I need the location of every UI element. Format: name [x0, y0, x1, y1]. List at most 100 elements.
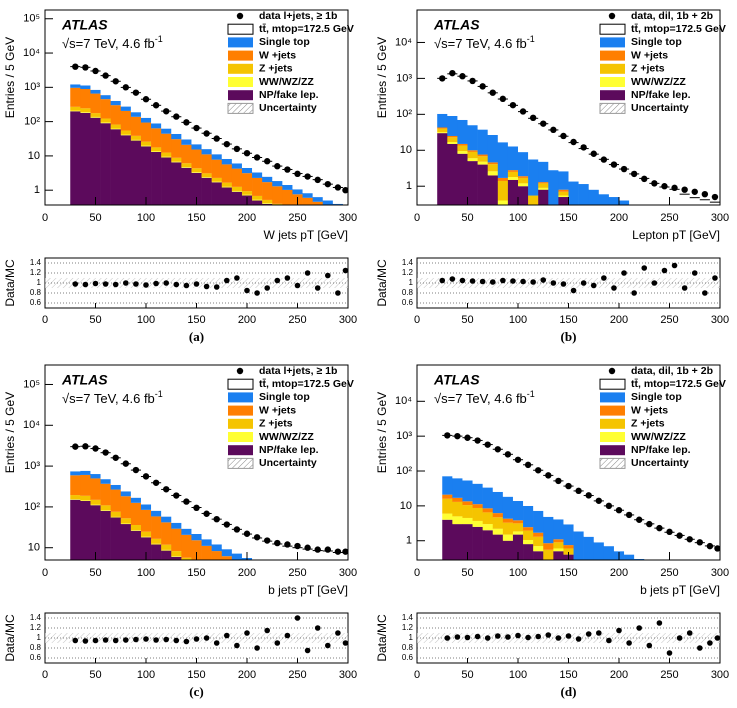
ratio-point — [651, 280, 658, 286]
data-point — [641, 175, 648, 183]
stack-segment — [161, 152, 172, 157]
ratio-point — [495, 633, 501, 639]
data-point — [439, 75, 446, 82]
stack-segment — [100, 510, 111, 511]
ratio-x-tick-label: 150 — [559, 669, 577, 681]
stack-segment — [553, 539, 564, 543]
stack-segment — [222, 561, 232, 585]
stack-segment — [548, 129, 559, 171]
data-point — [264, 158, 271, 165]
ratio-point — [474, 633, 481, 640]
data-point — [671, 184, 678, 192]
stack-segment — [262, 161, 273, 177]
x-tick-label: 250 — [660, 212, 678, 224]
stack-segment — [437, 78, 448, 114]
ratio-y-tick-label: 1 — [409, 633, 414, 642]
stack-segment — [252, 195, 263, 200]
ratio-x-tick-label: 200 — [610, 669, 628, 681]
stack-segment — [492, 449, 504, 492]
ratio-point — [274, 640, 281, 646]
x-tick-label: 50 — [461, 212, 473, 224]
legend-swatch — [228, 50, 253, 61]
data-point — [294, 170, 301, 178]
stack-segment — [442, 513, 453, 520]
stack-segment — [512, 534, 524, 560]
stack-segment — [313, 221, 323, 222]
data-point — [253, 154, 261, 161]
stack-segment — [130, 140, 142, 205]
stack-segment — [241, 534, 253, 558]
stack-segment — [644, 523, 655, 560]
ratio-point — [183, 638, 190, 645]
stack-segment — [90, 505, 101, 560]
stack-segment — [110, 517, 122, 560]
stack-segment — [543, 549, 554, 560]
stack-segment — [181, 501, 192, 529]
stack-segment — [322, 184, 334, 201]
stack-segment — [312, 201, 324, 205]
data-point — [489, 89, 496, 96]
stack-segment — [90, 499, 101, 505]
ratio-x-tick-label: 100 — [137, 314, 155, 326]
stack-segment — [201, 154, 212, 174]
stack-segment — [110, 489, 122, 512]
stack-segment — [181, 534, 192, 558]
ratio-point — [454, 634, 461, 640]
stack-segment — [80, 112, 91, 113]
data-point — [314, 546, 321, 553]
ratio-point — [520, 278, 526, 285]
stack-segment — [302, 176, 313, 194]
ratio-point — [555, 635, 562, 641]
stack-segment — [487, 175, 499, 205]
stack-segment — [462, 524, 473, 560]
stack-segment — [442, 498, 453, 514]
ratio-point — [183, 282, 190, 289]
stack-segment — [212, 574, 222, 579]
stack-segment — [563, 486, 574, 525]
stack-segment — [452, 524, 463, 560]
stack-segment — [619, 169, 630, 201]
stack-segment — [70, 495, 81, 500]
stack-segment — [282, 546, 293, 560]
ratio-x-tick-label: 300 — [711, 314, 729, 326]
stack-segment — [477, 156, 488, 162]
y-tick-label: 10² — [396, 108, 412, 120]
data-point — [264, 537, 271, 544]
stack-segment — [573, 490, 584, 532]
stack-segment — [292, 189, 303, 195]
stack-segment — [140, 509, 152, 532]
ratio-y-tick-label: 0.6 — [30, 653, 42, 662]
stack-segment — [171, 116, 182, 134]
y-tick-label: 10³ — [24, 81, 40, 93]
stack-segment — [447, 115, 458, 136]
stack-segment — [110, 81, 122, 101]
legend-label: NP/fake lep. — [259, 89, 319, 101]
stack-segment — [110, 105, 122, 125]
stack-segment — [639, 206, 649, 208]
stack-segment — [120, 110, 132, 131]
data-point — [494, 446, 501, 453]
stack-segment — [282, 169, 293, 185]
x-tick-label: 50 — [461, 567, 473, 579]
stack-segment — [332, 552, 344, 560]
ratio-y-tick-label: 1 — [37, 278, 42, 287]
stack-segment — [262, 598, 272, 604]
stack-segment — [477, 154, 488, 157]
data-point — [193, 504, 200, 512]
stack-segment — [140, 536, 152, 538]
x-tick-label: 50 — [89, 212, 101, 224]
stack-segment — [543, 475, 554, 517]
ratio-point — [224, 632, 230, 639]
data-point — [459, 73, 466, 80]
stack-segment — [568, 142, 579, 182]
stack-segment — [523, 464, 534, 506]
stack-segment — [303, 613, 313, 621]
legend-label: Single top — [259, 36, 310, 48]
stack-segment — [282, 206, 292, 211]
x-axis-label: W jets pT [GeV] — [264, 228, 348, 242]
data-point — [243, 149, 251, 157]
stack-segment — [80, 108, 91, 113]
stack-segment — [462, 505, 473, 518]
plot-area — [70, 63, 348, 222]
stack-segment — [262, 203, 273, 205]
